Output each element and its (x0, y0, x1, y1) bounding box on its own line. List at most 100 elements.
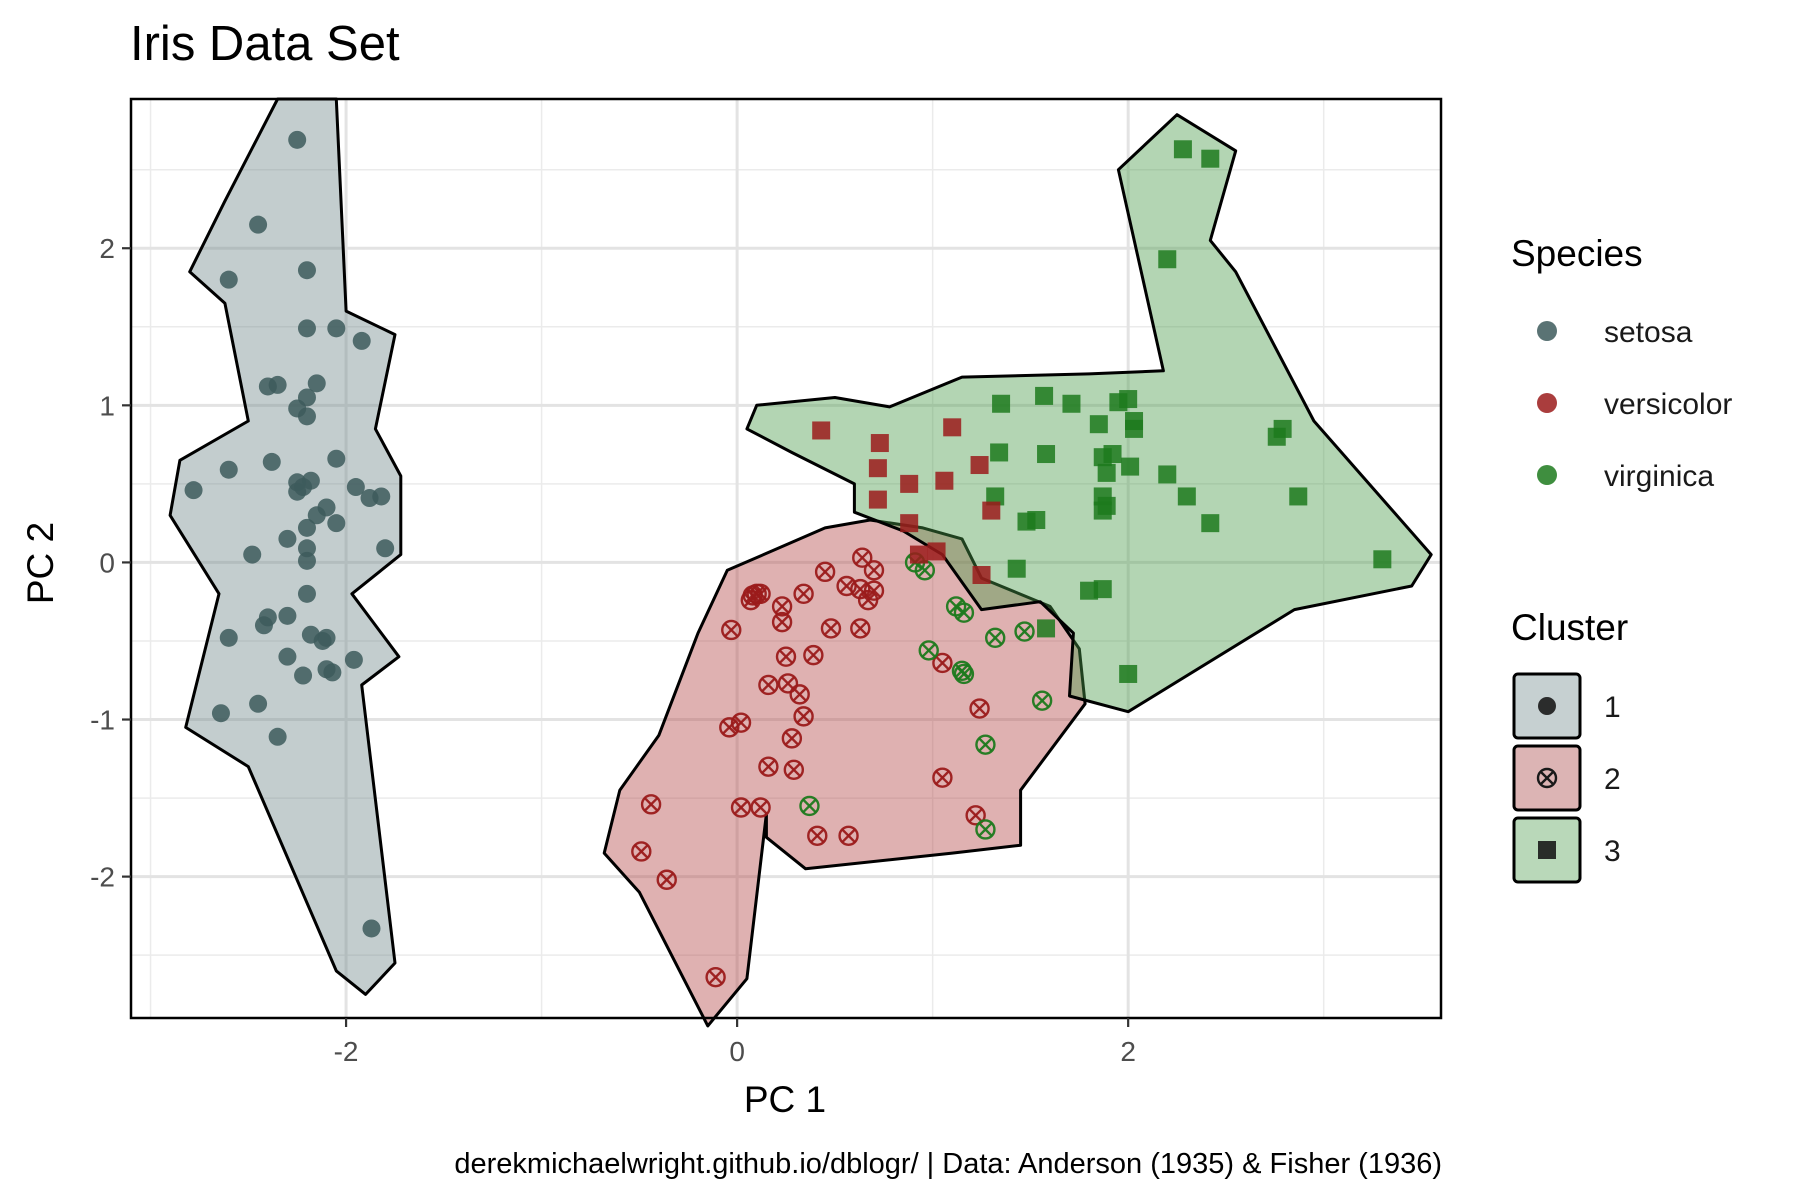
point-versicolor-cluster-2 (852, 547, 873, 568)
chart-title: Iris Data Set (130, 17, 400, 71)
x-tick-label: 0 (729, 1036, 745, 1067)
point-versicolor-cluster-2-ring (719, 717, 740, 738)
point-versicolor-cluster-2-cross-b (643, 797, 659, 812)
point-versicolor-cluster-2-cross-b (778, 649, 794, 664)
point-setosa-cluster-1 (278, 647, 297, 666)
point-setosa-cluster-1 (211, 704, 230, 723)
point-virginica-cluster-2-cross-b (956, 666, 972, 682)
point-versicolor-cluster-2-cross-b (784, 731, 800, 746)
point-versicolor-cluster-3 (812, 421, 831, 440)
point-virginica-cluster-3 (1037, 445, 1056, 464)
point-versicolor-cluster-3 (909, 545, 928, 564)
point-virginica-cluster-3 (1037, 619, 1056, 638)
legend-cluster-label: 2 (1604, 763, 1621, 796)
point-virginica-cluster-3 (1121, 457, 1140, 476)
point-versicolor-cluster-2-ring (807, 825, 828, 846)
legend-cluster-marker-3 (1538, 841, 1556, 859)
point-versicolor-cluster-2 (771, 596, 793, 617)
point-versicolor-cluster-2 (863, 580, 885, 601)
point-versicolor-cluster-2-cross-b (935, 655, 950, 671)
point-setosa-cluster-1 (362, 919, 381, 938)
point-versicolor-cluster-2 (631, 841, 652, 862)
point-versicolor-cluster-2 (721, 619, 742, 641)
point-virginica-cluster-2-ring (799, 795, 820, 817)
point-versicolor-cluster-2 (783, 759, 805, 780)
point-setosa-cluster-1 (249, 215, 268, 234)
point-setosa-cluster-1 (323, 663, 342, 682)
point-versicolor-cluster-2 (820, 618, 842, 639)
point-virginica-cluster-2-ring (985, 627, 1006, 649)
legend-species-key-setosa (1537, 321, 1557, 341)
point-versicolor-cluster-2 (803, 644, 824, 666)
point-versicolor-cluster-3 (868, 459, 887, 478)
point-versicolor-cluster-2-cross-b (745, 588, 761, 603)
point-virginica-cluster-2-ring (953, 602, 975, 623)
point-virginica-cluster-2-cross-b (978, 737, 993, 752)
point-versicolor-cluster-2-ring (656, 869, 677, 890)
point-virginica-cluster-2-cross-b (1034, 693, 1050, 708)
point-versicolor-cluster-2 (836, 575, 857, 597)
point-virginica-cluster-2-ring (975, 819, 996, 840)
point-setosa-cluster-1 (278, 606, 297, 625)
point-versicolor-cluster-2-ring (640, 794, 662, 815)
point-setosa-cluster-1 (184, 481, 203, 500)
point-versicolor-cluster-2-ring (771, 596, 793, 617)
point-virginica-cluster-3 (1125, 419, 1144, 438)
point-virginica-cluster-2 (799, 795, 820, 817)
point-setosa-cluster-1 (249, 694, 268, 713)
point-versicolor-cluster-3 (982, 501, 1001, 520)
hull-cluster-2 (602, 518, 1087, 1028)
point-versicolor-cluster-2 (807, 825, 828, 846)
point-versicolor-cluster-2 (789, 684, 810, 705)
point-versicolor-cluster-2-ring (793, 583, 814, 605)
point-versicolor-cluster-2-ring (705, 966, 726, 988)
point-virginica-cluster-2-cross-b (802, 798, 817, 814)
point-versicolor-cluster-2-ring (783, 759, 805, 780)
point-versicolor-cluster-2-cross-b (839, 578, 854, 594)
point-versicolor-cluster-2-ring (932, 652, 953, 674)
point-versicolor-cluster-2 (730, 797, 752, 818)
point-versicolor-cluster-2-cross-b (780, 676, 796, 691)
point-virginica-cluster-2 (975, 734, 996, 755)
x-axis-title: PC 1 (744, 1079, 826, 1120)
legend-cluster-label: 1 (1604, 691, 1621, 724)
point-versicolor-cluster-2-ring (820, 618, 842, 639)
point-virginica-cluster-2-ring (1014, 621, 1035, 642)
point-virginica-cluster-2-cross-b (917, 563, 933, 578)
point-versicolor-cluster-2-cross-b (972, 701, 987, 716)
point-setosa-cluster-1 (344, 650, 363, 669)
point-setosa-cluster-1 (327, 514, 346, 533)
point-versicolor-cluster-2 (750, 797, 771, 818)
point-virginica-cluster-3 (1158, 465, 1177, 484)
y-axis-ticks: -2 -1 0 1 2 (90, 233, 131, 893)
point-versicolor-cluster-2-cross-b (761, 677, 776, 693)
point-versicolor-cluster-2-cross-b (722, 720, 737, 735)
point-virginica-cluster-3 (1097, 463, 1116, 482)
point-versicolor-cluster-2-cross-b (935, 770, 950, 785)
legend-species-key-virginica (1537, 465, 1557, 485)
point-versicolor-cluster-2-ring (730, 712, 752, 733)
point-versicolor-cluster-2-ring (777, 673, 799, 694)
point-virginica-cluster-2-cross-b (1017, 624, 1032, 639)
point-versicolor-cluster-2-ring (771, 611, 793, 633)
chart-caption: derekmichaelwright.github.io/dblogr/ | D… (454, 1148, 1442, 1180)
panel-border (129, 97, 1443, 1020)
point-setosa-cluster-1 (346, 478, 365, 497)
point-virginica-cluster-2-cross-b (956, 605, 972, 620)
point-versicolor-cluster-2-cross-b (866, 583, 882, 598)
legend-cluster-marker-2 (1536, 767, 1558, 789)
point-versicolor-cluster-2-cross-b (708, 969, 723, 985)
point-setosa-cluster-1 (219, 628, 238, 647)
point-virginica-cluster-2-ring (951, 660, 973, 682)
point-virginica-cluster-2-cross-b (987, 630, 1003, 646)
point-versicolor-cluster-2-cross-b (724, 622, 739, 638)
point-virginica-cluster-2 (1031, 690, 1053, 711)
point-virginica-cluster-3 (1062, 394, 1081, 413)
point-setosa-cluster-1 (297, 407, 316, 426)
legend-species-label: virginica (1604, 460, 1714, 493)
point-versicolor-cluster-2-cross-b (634, 844, 649, 859)
point-versicolor-cluster-2-ring (758, 674, 779, 696)
point-versicolor-cluster-3 (927, 542, 946, 561)
point-versicolor-cluster-2-cross-b (841, 828, 856, 844)
point-virginica-cluster-2-ring (975, 734, 996, 755)
